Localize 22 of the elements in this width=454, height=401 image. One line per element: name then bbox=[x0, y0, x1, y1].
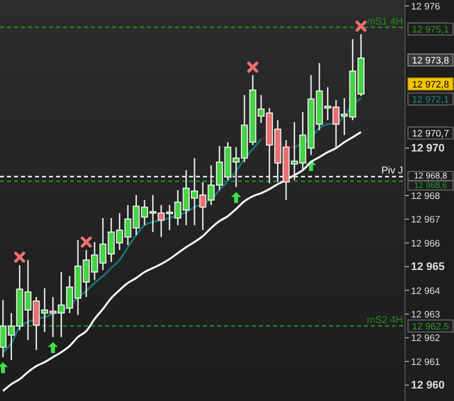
text: 12 972,8 bbox=[412, 79, 449, 90]
y-tick-label: 12 962 bbox=[411, 333, 440, 344]
y-tick-label: 12 967 bbox=[411, 214, 440, 226]
text: 12 975,1 bbox=[412, 24, 449, 36]
ref-line-label: Piv J bbox=[381, 166, 403, 177]
y-tick-label: 12 968 bbox=[411, 191, 440, 202]
y-tick-label: 12 970 bbox=[411, 142, 445, 155]
text: 12 972,1 bbox=[412, 94, 449, 106]
ref-line-label: mS1 4H bbox=[366, 16, 403, 28]
y-tick-label: 12 964 bbox=[411, 286, 440, 297]
y-tick-label: 12 961 bbox=[411, 356, 440, 368]
text: 12 973,8 bbox=[412, 55, 449, 66]
ref-line-label: mS2 4H bbox=[366, 314, 403, 326]
y-tick-label: 12 976 bbox=[411, 1, 440, 12]
y-tick-label: 12 960 bbox=[411, 380, 445, 392]
y-tick-label: 12 966 bbox=[411, 238, 440, 250]
text: 12 962,5 bbox=[412, 321, 449, 332]
text: 12 968,8 bbox=[414, 170, 448, 181]
y-tick-label: 12 965 bbox=[411, 261, 445, 274]
text: 12 968,6 bbox=[414, 180, 448, 190]
y-tick-label: 12 963 bbox=[411, 310, 440, 321]
text: 12 970,7 bbox=[412, 128, 449, 140]
